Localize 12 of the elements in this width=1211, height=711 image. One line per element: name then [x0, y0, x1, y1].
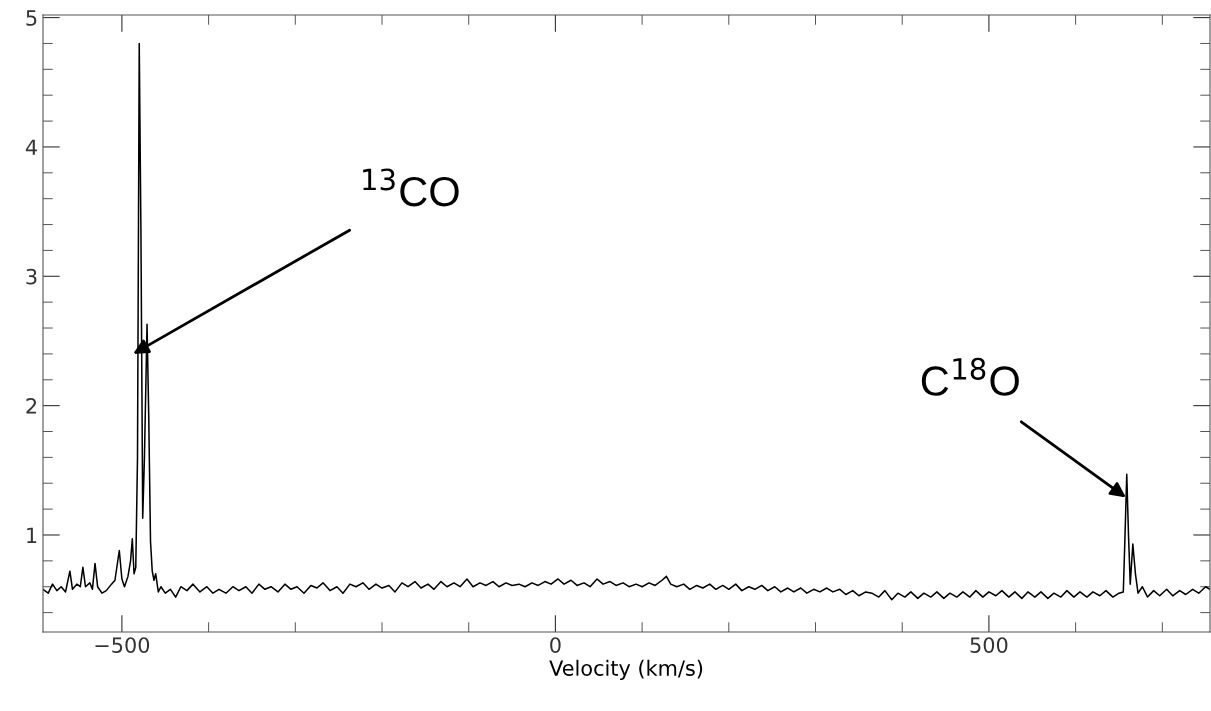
line-series: [43, 42, 1210, 601]
annotation: $^{13}$CO: [363, 168, 459, 207]
y-tick-label: 1: [27, 527, 37, 543]
y-tick-label: 5: [26, 10, 37, 26]
x-axis-title: Velocity (km/s): [549, 659, 703, 680]
x-tick-label: 0: [550, 637, 561, 653]
y-tick-label: 4: [25, 139, 37, 155]
y-tick-label: 2: [26, 398, 37, 414]
annotation: C$^{18}$O: [921, 357, 1019, 396]
x-tick-label: −500: [95, 637, 150, 653]
x-tick-label: 500: [970, 637, 1008, 653]
y-tick-label: 3: [26, 268, 37, 285]
